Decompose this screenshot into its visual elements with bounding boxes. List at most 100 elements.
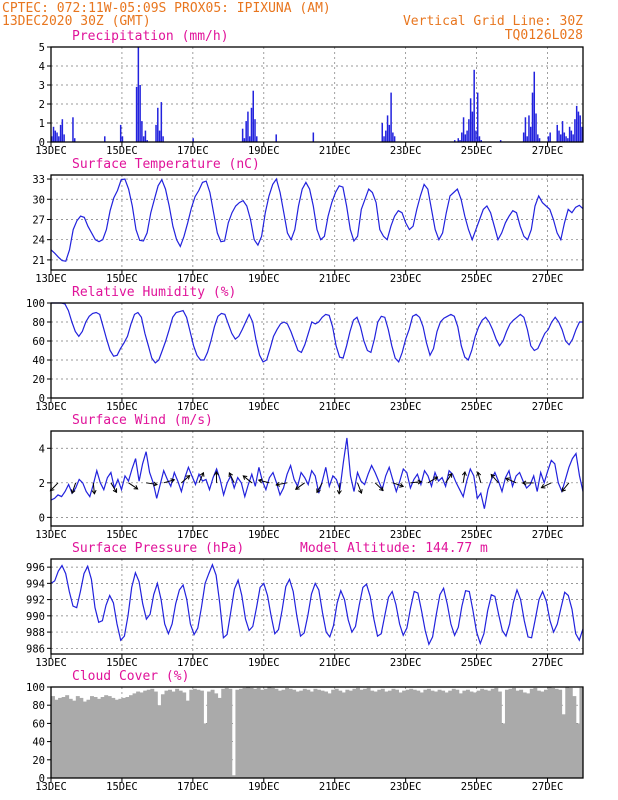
precip-bar — [58, 136, 60, 142]
rh-xtick-label: 27DEC — [532, 401, 564, 413]
cloud-xtick-label: 17DEC — [177, 781, 209, 793]
wind-arrow-head — [199, 471, 205, 477]
cloud-xtick-label: 15DEC — [106, 781, 138, 793]
cloud-column — [412, 689, 417, 778]
wind-arrow — [316, 482, 323, 493]
cloud-column — [434, 691, 438, 778]
wind-arrow — [490, 474, 499, 484]
precip-bar — [142, 136, 145, 142]
wind-arrow-head — [447, 472, 453, 478]
panel-cloud: Cloud Cover (%) 0 20 40 60 80 100 13DEC 15DEC 17… — [26, 669, 584, 793]
cloud-column — [90, 696, 94, 778]
pressure-ytick-label: 992 — [26, 595, 45, 607]
wind-arrow — [541, 482, 552, 489]
wind-arrow-head — [242, 475, 248, 480]
precip-bar — [312, 132, 315, 142]
cloud-column — [270, 687, 275, 778]
precip-xtick-label: 23DEC — [390, 145, 422, 157]
pressure-xtick-label: 23DEC — [390, 657, 422, 669]
cloud-ytick-label: 0 — [39, 773, 45, 785]
cloud-column — [68, 698, 73, 778]
cloud-column — [221, 688, 226, 778]
precip-bar — [51, 136, 53, 142]
wind-line — [50, 437, 584, 509]
wind-title: Surface Wind (m/s) — [72, 413, 213, 428]
precip-bar — [61, 119, 64, 142]
precip-bar — [141, 121, 143, 142]
rh-xtick-label: 15DEC — [106, 401, 138, 413]
cloud-column — [363, 688, 368, 778]
precip-bar — [529, 126, 532, 142]
cloud-column — [348, 690, 353, 778]
cloud-column — [288, 688, 293, 778]
cloud-ytick-label: 20 — [32, 755, 45, 767]
wind-arrow-head — [505, 477, 511, 482]
cloud-column — [370, 690, 375, 778]
temp-xtick-label: 27DEC — [532, 273, 564, 285]
pressure-line — [50, 563, 584, 646]
cloud-column — [462, 690, 467, 778]
precip-bar — [524, 117, 527, 142]
temp-xtick-label: 15DEC — [106, 273, 138, 285]
cloud-column — [437, 689, 442, 778]
cloud-column — [473, 692, 477, 778]
cloud-column — [451, 688, 456, 778]
wind-arrow — [163, 479, 175, 484]
pressure-ytick-label: 994 — [26, 578, 45, 590]
cloud-column — [302, 688, 307, 778]
precip-title: Precipitation (mm/h) — [72, 29, 229, 44]
precip-bar — [160, 102, 163, 142]
wind-arrow — [338, 482, 341, 494]
cloud-column — [104, 695, 109, 778]
panel-temperature: Surface Temperature (nC) 21 24 27 30 33 13DEC… — [32, 157, 584, 285]
wind-xtick-label: 19DEC — [248, 529, 280, 541]
cloud-column — [522, 692, 527, 778]
wind-arrow — [295, 482, 305, 490]
wind-xtick-label: 17DEC — [177, 529, 209, 541]
precip-bar — [245, 121, 247, 142]
cloud-column — [253, 688, 258, 778]
cloud-column — [100, 697, 105, 778]
wind-arrow — [92, 482, 95, 494]
precip-bar — [256, 136, 258, 142]
precip-bar — [528, 115, 530, 142]
cloud-column — [497, 691, 502, 778]
cloud-column — [185, 700, 190, 778]
temp-xtick-label: 13DEC — [35, 273, 67, 285]
cloud-column — [423, 689, 428, 778]
precip-bar — [526, 136, 528, 142]
wind-arrow — [462, 471, 466, 483]
cloud-plot: 0 20 40 60 80 100 13DEC 15DEC 17DEC 19DEC 21DEC 23D… — [26, 682, 584, 793]
cloud-column — [249, 687, 254, 778]
cloud-xtick-label: 13DEC — [35, 781, 67, 793]
temp-title: Surface Temperature (nC) — [72, 157, 260, 172]
rh-ytick-label: 100 — [26, 298, 45, 310]
precip-bar — [457, 138, 460, 142]
precip-bar — [135, 86, 138, 142]
cloud-column — [480, 688, 485, 778]
cloud-column — [72, 700, 77, 778]
precip-ytick-label: 4 — [39, 61, 45, 73]
cloud-column — [554, 688, 559, 778]
cloud-column — [402, 690, 407, 778]
wind-arrow-head — [417, 479, 423, 485]
wind-xtick-label: 13DEC — [35, 529, 67, 541]
precip-bar — [461, 132, 463, 142]
pressure-ytick-label: 996 — [26, 562, 45, 574]
cloud-column — [444, 692, 449, 778]
precip-bar — [499, 140, 502, 142]
wind-arrow — [561, 482, 570, 492]
precip-bar — [561, 121, 564, 142]
cloud-column — [58, 697, 63, 778]
cloud-column — [54, 699, 59, 778]
cloud-column — [256, 687, 261, 778]
rh-ytick-label: 20 — [32, 374, 45, 386]
wind-xtick-label: 27DEC — [532, 529, 564, 541]
wind-arrow-head — [540, 484, 546, 489]
precip-bar — [567, 138, 569, 142]
wind-plot: 0 2 4 13DEC 15DEC 17DEC 19DEC 21DEC 23DEC 25DEC 27… — [35, 430, 584, 541]
cloud-column — [292, 689, 297, 778]
cloud-column — [207, 691, 211, 778]
cloud-column — [114, 699, 119, 778]
pressure-xtick-label: 27DEC — [532, 657, 564, 669]
